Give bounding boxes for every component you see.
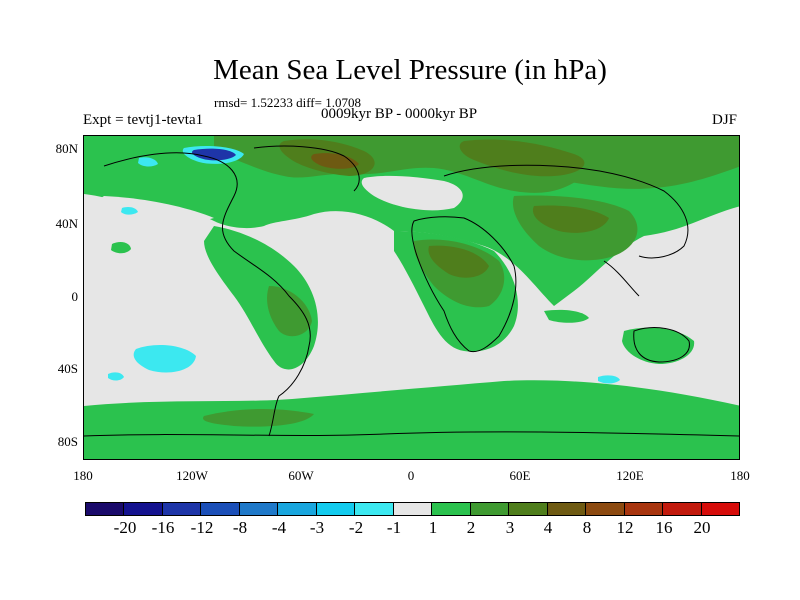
colorbar-label: 20 xyxy=(693,518,711,537)
coastlines xyxy=(84,145,739,437)
positive-anomaly-africa-3-4 xyxy=(428,245,489,278)
colorbar-label: -4 xyxy=(271,518,287,537)
colorbar-label: 4 xyxy=(543,518,553,537)
lat-label-80n: 80N xyxy=(55,141,78,156)
colorbar-swatch xyxy=(547,503,587,515)
colorbar-swatch xyxy=(586,503,625,515)
lon-label-180e: 180 xyxy=(730,468,750,483)
positive-anomaly-3-4-europe xyxy=(459,139,585,177)
colorbar-swatch xyxy=(355,503,394,515)
lat-label-80s: 80S xyxy=(57,434,78,449)
colorbar-swatch xyxy=(663,503,702,515)
colorbar-label: -20 xyxy=(113,518,137,537)
pressure-anomaly-map xyxy=(83,135,740,460)
positive-anomaly-pacific-small xyxy=(111,241,131,254)
positive-anomaly-indian-ocean xyxy=(544,309,589,323)
period-label: 0009kyr BP - 0000kyr BP xyxy=(321,106,478,122)
colorbar-swatch xyxy=(432,503,471,515)
lon-label-60w: 60W xyxy=(288,468,314,483)
positive-anomaly-2-3-siberia xyxy=(564,136,739,189)
colorbar-swatch xyxy=(201,503,240,515)
negative-anomaly-bering xyxy=(138,157,158,167)
lat-label-40n: 40N xyxy=(55,216,78,231)
near-zero-north-atlantic xyxy=(361,175,463,211)
colorbar-label: -12 xyxy=(190,518,214,537)
colorbar-label: -1 xyxy=(386,518,402,537)
positive-anomaly-southern-ocean-2-3 xyxy=(203,409,314,427)
colorbar-label: 1 xyxy=(428,518,438,537)
colorbar-swatch xyxy=(509,503,548,515)
positive-anomaly-asia-3-4 xyxy=(532,205,609,233)
colorbar-label: -3 xyxy=(309,518,325,537)
negative-anomaly-south-pacific xyxy=(133,344,196,373)
colorbar-swatch xyxy=(393,503,433,515)
map-canvas xyxy=(84,136,739,459)
lon-label-120w: 120W xyxy=(176,468,208,483)
positive-anomaly-southern-ocean xyxy=(84,380,739,459)
colorbar-swatch xyxy=(701,503,739,515)
colorbar-swatch xyxy=(162,503,202,515)
colorbar-label: 16 xyxy=(655,518,673,537)
negative-anomaly-south-pacific-small xyxy=(108,372,124,381)
near-zero-north-pacific xyxy=(100,196,214,222)
rmsd-diff-stats: rmsd= 1.52233 diff= 1.0708 xyxy=(214,95,361,110)
colorbar-swatch xyxy=(239,503,279,515)
lat-label-40s: 40S xyxy=(57,361,78,376)
colorbar-label: 2 xyxy=(466,518,476,537)
colorbar-swatch xyxy=(86,503,125,515)
lon-label-120e: 120E xyxy=(616,468,644,483)
negative-anomaly-northpacific-small xyxy=(121,207,138,215)
map-title: Mean Sea Level Pressure (in hPa) xyxy=(213,54,607,86)
negative-anomaly-south-indian xyxy=(598,375,620,384)
colorbar-label: 12 xyxy=(616,518,634,537)
colorbar xyxy=(85,502,740,516)
lon-label-180w: 180 xyxy=(73,468,93,483)
lon-label-60e: 60E xyxy=(509,468,531,483)
season-label: DJF xyxy=(712,112,738,128)
colorbar-label: -8 xyxy=(232,518,248,537)
lon-label-0: 0 xyxy=(407,468,415,483)
experiment-label: Expt = tevtj1-tevta1 xyxy=(83,112,204,128)
colorbar-label: -2 xyxy=(348,518,364,537)
colorbar-label: 3 xyxy=(505,518,515,537)
positive-anomaly-4-8-north xyxy=(311,153,359,169)
colorbar-swatch xyxy=(278,503,317,515)
colorbar-swatch xyxy=(316,503,356,515)
colorbar-swatch xyxy=(470,503,510,515)
lat-label-0: 0 xyxy=(71,289,79,304)
negative-anomaly-alaska-core xyxy=(192,148,236,161)
colorbar-label: 8 xyxy=(582,518,592,537)
colorbar-swatch xyxy=(624,503,664,515)
positive-anomaly-southamerica-2-3 xyxy=(267,286,312,337)
colorbar-swatch xyxy=(124,503,163,515)
colorbar-label: -16 xyxy=(151,518,175,537)
